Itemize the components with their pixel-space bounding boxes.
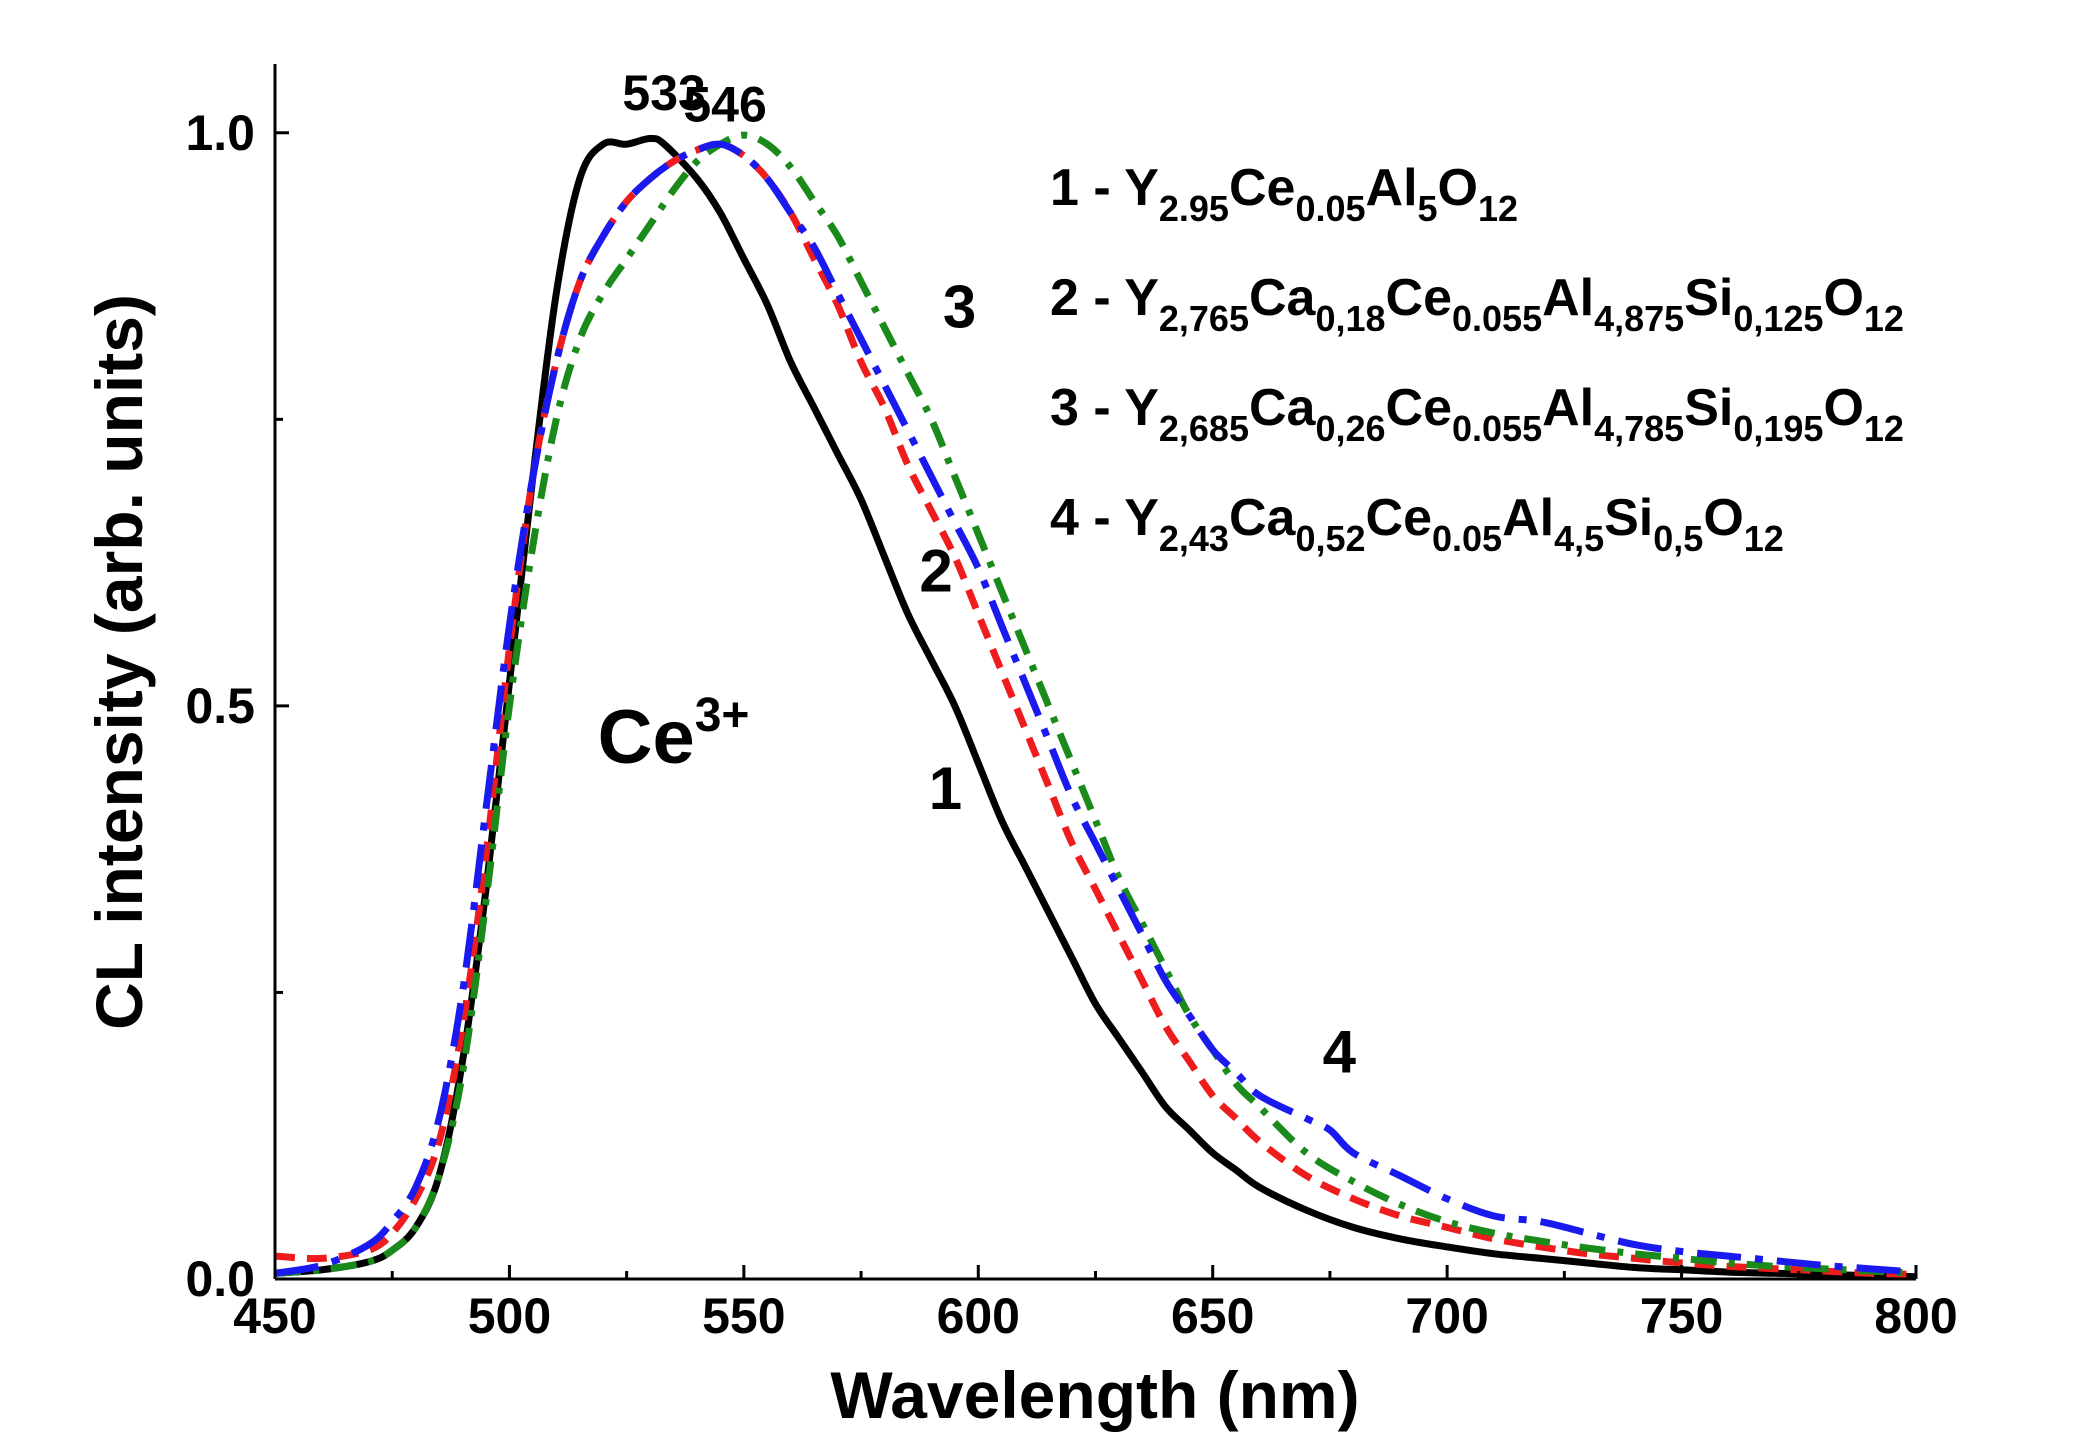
legend-text-part: O	[1438, 159, 1478, 217]
legend-text-part: 1 - Y	[1050, 159, 1159, 217]
legend-text-part: Ce	[1229, 159, 1295, 217]
ion-charge: 3+	[695, 689, 750, 742]
legend-text-part: 4 - Y	[1050, 489, 1159, 547]
legend-text-part: Si	[1684, 379, 1733, 437]
legend-subscript: 4,5	[1554, 518, 1604, 559]
legend-text-part: Al	[1366, 159, 1418, 217]
legend-subscript: 12	[1864, 408, 1904, 449]
x-tick-label: 800	[1874, 1288, 1957, 1344]
legend-subscript: 5	[1418, 188, 1438, 229]
legend-text-part: Al	[1542, 269, 1594, 327]
legend-text-part: Ce	[1386, 379, 1452, 437]
annotation-label2: 2	[919, 537, 952, 604]
legend-text-part: O	[1703, 489, 1743, 547]
curves-layer	[275, 131, 1916, 1279]
annotation-label4: 4	[1323, 1019, 1357, 1086]
legend-text-part: Ca	[1249, 379, 1317, 437]
legend-entry-1: 1 - Y2.95Ce0.05Al5O12	[1050, 159, 1518, 229]
x-tick-label: 650	[1171, 1288, 1254, 1344]
x-axis-title: Wavelength (nm)	[830, 1358, 1359, 1432]
annotation-label3: 3	[943, 274, 976, 341]
y-axis-title: CL intensity (arb. units)	[82, 294, 156, 1030]
x-tick-label: 600	[937, 1288, 1020, 1344]
legend-text-part: Si	[1684, 269, 1733, 327]
legend-text-part: Si	[1604, 489, 1653, 547]
legend-subscript: 0,18	[1315, 298, 1385, 339]
legend-text-part: Ce	[1366, 489, 1432, 547]
legend-text-part: Al	[1502, 489, 1554, 547]
legend-text-part: O	[1823, 379, 1863, 437]
legend-text-part: Ce	[1386, 269, 1452, 327]
legend-subscript: 2,43	[1159, 518, 1229, 559]
legend-text-part: Ca	[1229, 489, 1297, 547]
x-tick-label: 450	[233, 1288, 316, 1344]
x-tick-label: 550	[702, 1288, 785, 1344]
legend-subscript: 4,875	[1594, 298, 1684, 339]
legend-text-part: Al	[1542, 379, 1594, 437]
x-tick-label: 500	[468, 1288, 551, 1344]
x-tick-label: 750	[1640, 1288, 1723, 1344]
legend-subscript: 12	[1864, 298, 1904, 339]
legend-subscript: 12	[1478, 188, 1518, 229]
series-line-2	[275, 140, 1916, 1278]
x-tick-label: 700	[1405, 1288, 1488, 1344]
series-line-1	[275, 134, 1916, 1279]
legend-subscript: 0,125	[1733, 298, 1823, 339]
legend-subscript: 12	[1744, 518, 1784, 559]
legend-entry-4: 4 - Y2,43Ca0,52Ce0.05Al4,5Si0,5O12	[1050, 489, 1784, 559]
legend-subscript: 0.05	[1432, 518, 1502, 559]
legend-subscript: 0,52	[1295, 518, 1365, 559]
annotation-ion: Ce3+	[598, 689, 750, 780]
annotation-peak1: 533	[622, 65, 705, 121]
legend-subscript: 0.055	[1452, 298, 1542, 339]
legend-text-part: Ca	[1249, 269, 1317, 327]
y-tick-label: 0.0	[185, 1251, 255, 1307]
legend-subscript: 2,765	[1159, 298, 1249, 339]
legend-subscript: 2.95	[1159, 188, 1229, 229]
legend-subscript: 0.05	[1295, 188, 1365, 229]
ticks-layer: 450 500 550 600 650 700 750 800 0.0 0.5 1.0	[185, 105, 1957, 1344]
legend-text-part: 2 - Y	[1050, 269, 1159, 327]
legend-subscript: 0,195	[1733, 408, 1823, 449]
legend-subscript: 0.055	[1452, 408, 1542, 449]
legend-entry-3: 3 - Y2,685Ca0,26Ce0.055Al4,785Si0,195O12	[1050, 379, 1904, 449]
axes-layer	[273, 64, 1916, 1281]
legend-subscript: 2,685	[1159, 408, 1249, 449]
legend-entry-2: 2 - Y2,765Ca0,18Ce0.055Al4,875Si0,125O12	[1050, 269, 1904, 339]
legend-text-part: O	[1823, 269, 1863, 327]
legend-text-part: 3 - Y	[1050, 379, 1159, 437]
legend-subscript: 4,785	[1594, 408, 1684, 449]
y-tick-label: 0.5	[185, 678, 255, 734]
y-tick-label: 1.0	[185, 105, 255, 161]
series-line-4	[275, 140, 1916, 1277]
annotation-label1: 1	[929, 755, 962, 822]
series-line-3	[275, 131, 1916, 1277]
legend-subscript: 0,26	[1315, 408, 1385, 449]
legend-subscript: 0,5	[1653, 518, 1703, 559]
annotation-peak2: 546	[683, 76, 766, 132]
ion-symbol: Ce	[598, 695, 695, 780]
